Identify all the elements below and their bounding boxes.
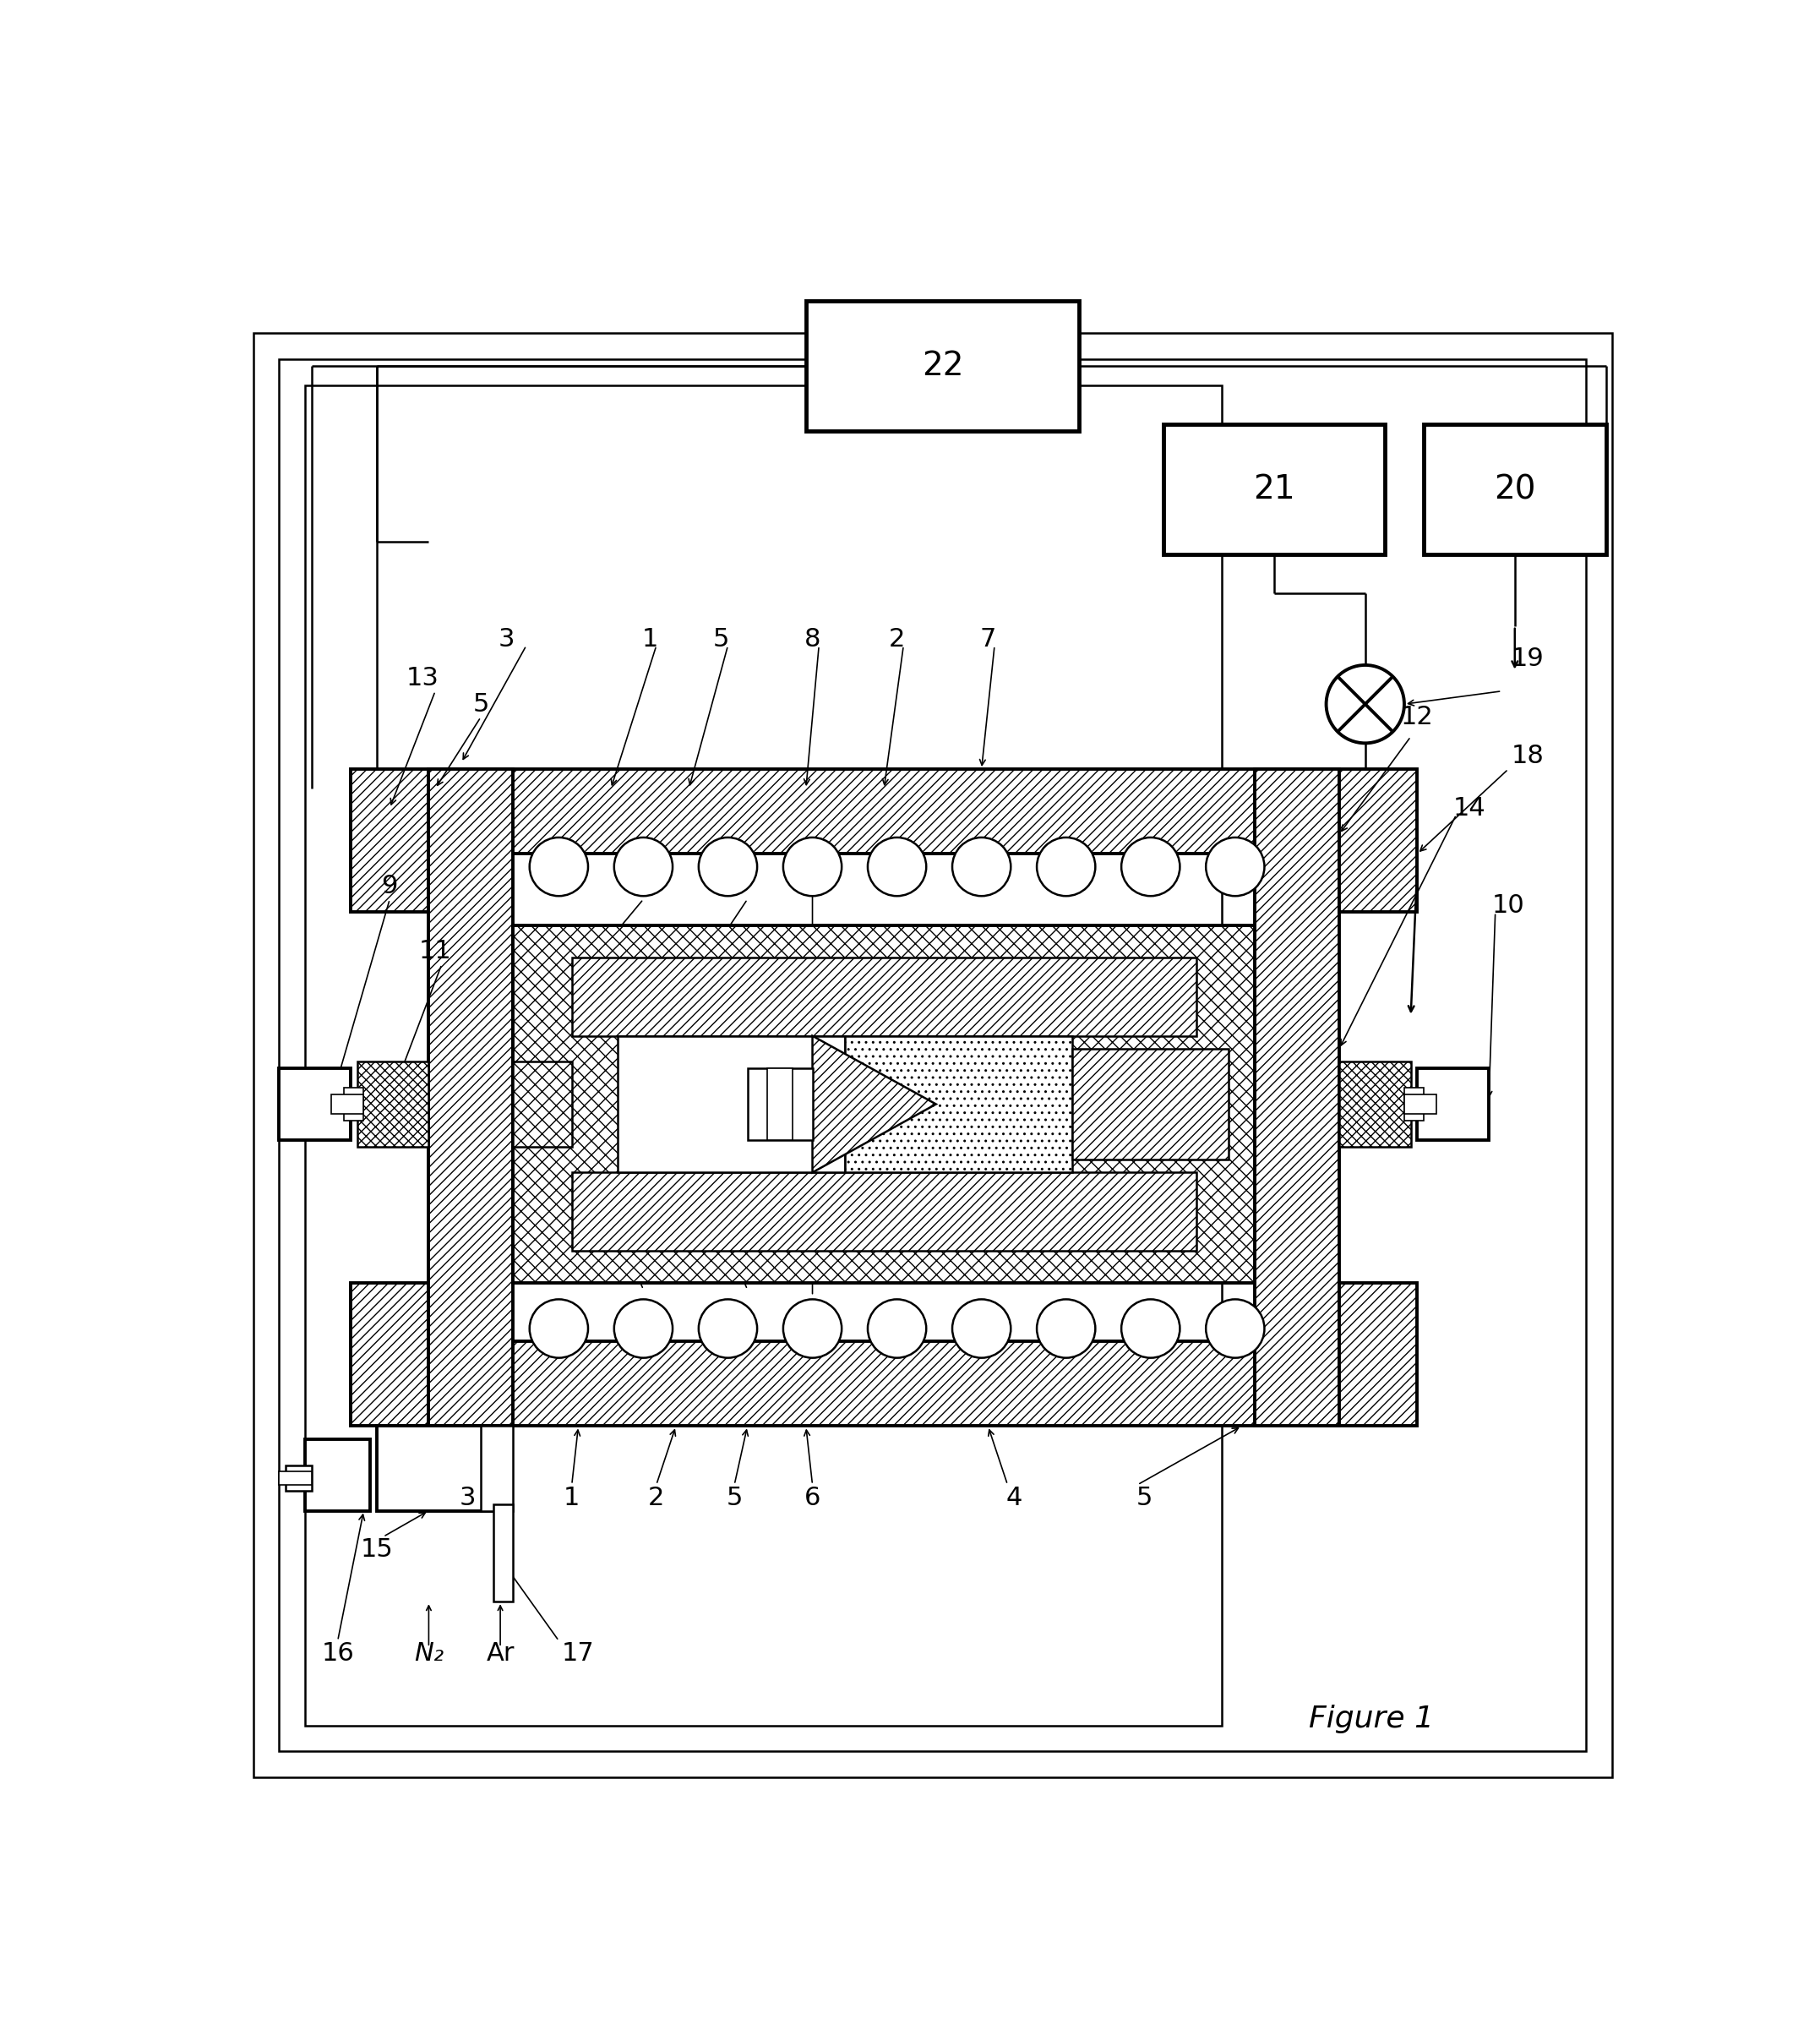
- Circle shape: [783, 1300, 841, 1359]
- Circle shape: [699, 838, 757, 896]
- Circle shape: [1037, 838, 1096, 896]
- Bar: [766, 1068, 794, 1141]
- Bar: [1163, 424, 1385, 555]
- Circle shape: [1327, 664, 1405, 743]
- Circle shape: [613, 1300, 673, 1359]
- Circle shape: [868, 838, 926, 896]
- Bar: [278, 1068, 351, 1141]
- Bar: [1340, 1062, 1411, 1147]
- Bar: [278, 1472, 311, 1484]
- Circle shape: [613, 838, 673, 896]
- Bar: [806, 301, 1079, 430]
- Text: 13: 13: [406, 666, 439, 690]
- Text: Ar: Ar: [486, 1641, 515, 1666]
- Bar: [571, 957, 1196, 1036]
- Bar: [331, 1094, 364, 1114]
- Bar: [344, 1088, 364, 1121]
- Text: 17: 17: [562, 1641, 595, 1666]
- Bar: [513, 1062, 571, 1147]
- Text: 3: 3: [499, 626, 515, 652]
- Text: 2: 2: [648, 1486, 664, 1510]
- Text: 20: 20: [1494, 472, 1536, 505]
- Bar: [1340, 769, 1418, 913]
- Bar: [351, 769, 430, 913]
- Text: 3: 3: [459, 1486, 477, 1510]
- Bar: [1418, 1068, 1489, 1141]
- Bar: [844, 1036, 1072, 1173]
- Polygon shape: [812, 1036, 935, 1173]
- Bar: [351, 1282, 430, 1425]
- Text: 19: 19: [1511, 646, 1543, 670]
- Text: 5: 5: [713, 626, 730, 652]
- Text: 8: 8: [804, 626, 821, 652]
- Text: 1: 1: [564, 1486, 581, 1510]
- Bar: [1254, 769, 1340, 1425]
- Circle shape: [783, 838, 841, 896]
- Bar: [617, 1036, 844, 1173]
- Bar: [286, 1466, 311, 1492]
- Bar: [430, 769, 513, 1425]
- Bar: [493, 1504, 513, 1601]
- Text: 22: 22: [921, 349, 963, 382]
- Text: 6: 6: [804, 1486, 821, 1510]
- Circle shape: [1207, 838, 1265, 896]
- Text: 15: 15: [360, 1538, 393, 1563]
- Bar: [377, 1425, 506, 1510]
- Bar: [513, 925, 1254, 1282]
- Circle shape: [868, 1300, 926, 1359]
- Bar: [1405, 1094, 1436, 1114]
- Circle shape: [952, 1300, 1010, 1359]
- Bar: [1072, 1048, 1228, 1159]
- Bar: [1340, 1282, 1418, 1425]
- Text: Figure 1: Figure 1: [1309, 1704, 1434, 1732]
- Circle shape: [1207, 1300, 1265, 1359]
- Bar: [571, 1173, 1196, 1250]
- Bar: [480, 1425, 513, 1510]
- Text: 9: 9: [382, 874, 399, 898]
- Bar: [1423, 424, 1605, 555]
- Text: 16: 16: [322, 1641, 355, 1666]
- Circle shape: [699, 1300, 757, 1359]
- Bar: [430, 769, 1340, 854]
- Bar: [748, 1068, 812, 1141]
- Text: 12: 12: [1401, 705, 1434, 729]
- Bar: [306, 386, 1223, 1726]
- Text: 4: 4: [1006, 1486, 1023, 1510]
- Circle shape: [1121, 838, 1179, 896]
- Bar: [357, 1062, 430, 1147]
- Circle shape: [1037, 1300, 1096, 1359]
- Circle shape: [530, 1300, 588, 1359]
- Bar: [1405, 1088, 1423, 1121]
- Text: 5: 5: [473, 693, 490, 717]
- Text: 5: 5: [726, 1486, 743, 1510]
- Text: 10: 10: [1492, 894, 1525, 919]
- Bar: [306, 1440, 369, 1510]
- Text: N₂: N₂: [413, 1641, 444, 1666]
- Text: 1: 1: [642, 626, 659, 652]
- Text: 14: 14: [1452, 795, 1485, 820]
- Text: 11: 11: [419, 939, 451, 963]
- Circle shape: [952, 838, 1010, 896]
- Text: 7: 7: [979, 626, 996, 652]
- Circle shape: [1121, 1300, 1179, 1359]
- Circle shape: [530, 838, 588, 896]
- Text: 2: 2: [888, 626, 905, 652]
- Text: 21: 21: [1254, 472, 1296, 505]
- Text: 5: 5: [1136, 1486, 1152, 1510]
- Bar: [278, 359, 1587, 1750]
- Bar: [430, 1341, 1340, 1425]
- Text: 18: 18: [1511, 743, 1543, 769]
